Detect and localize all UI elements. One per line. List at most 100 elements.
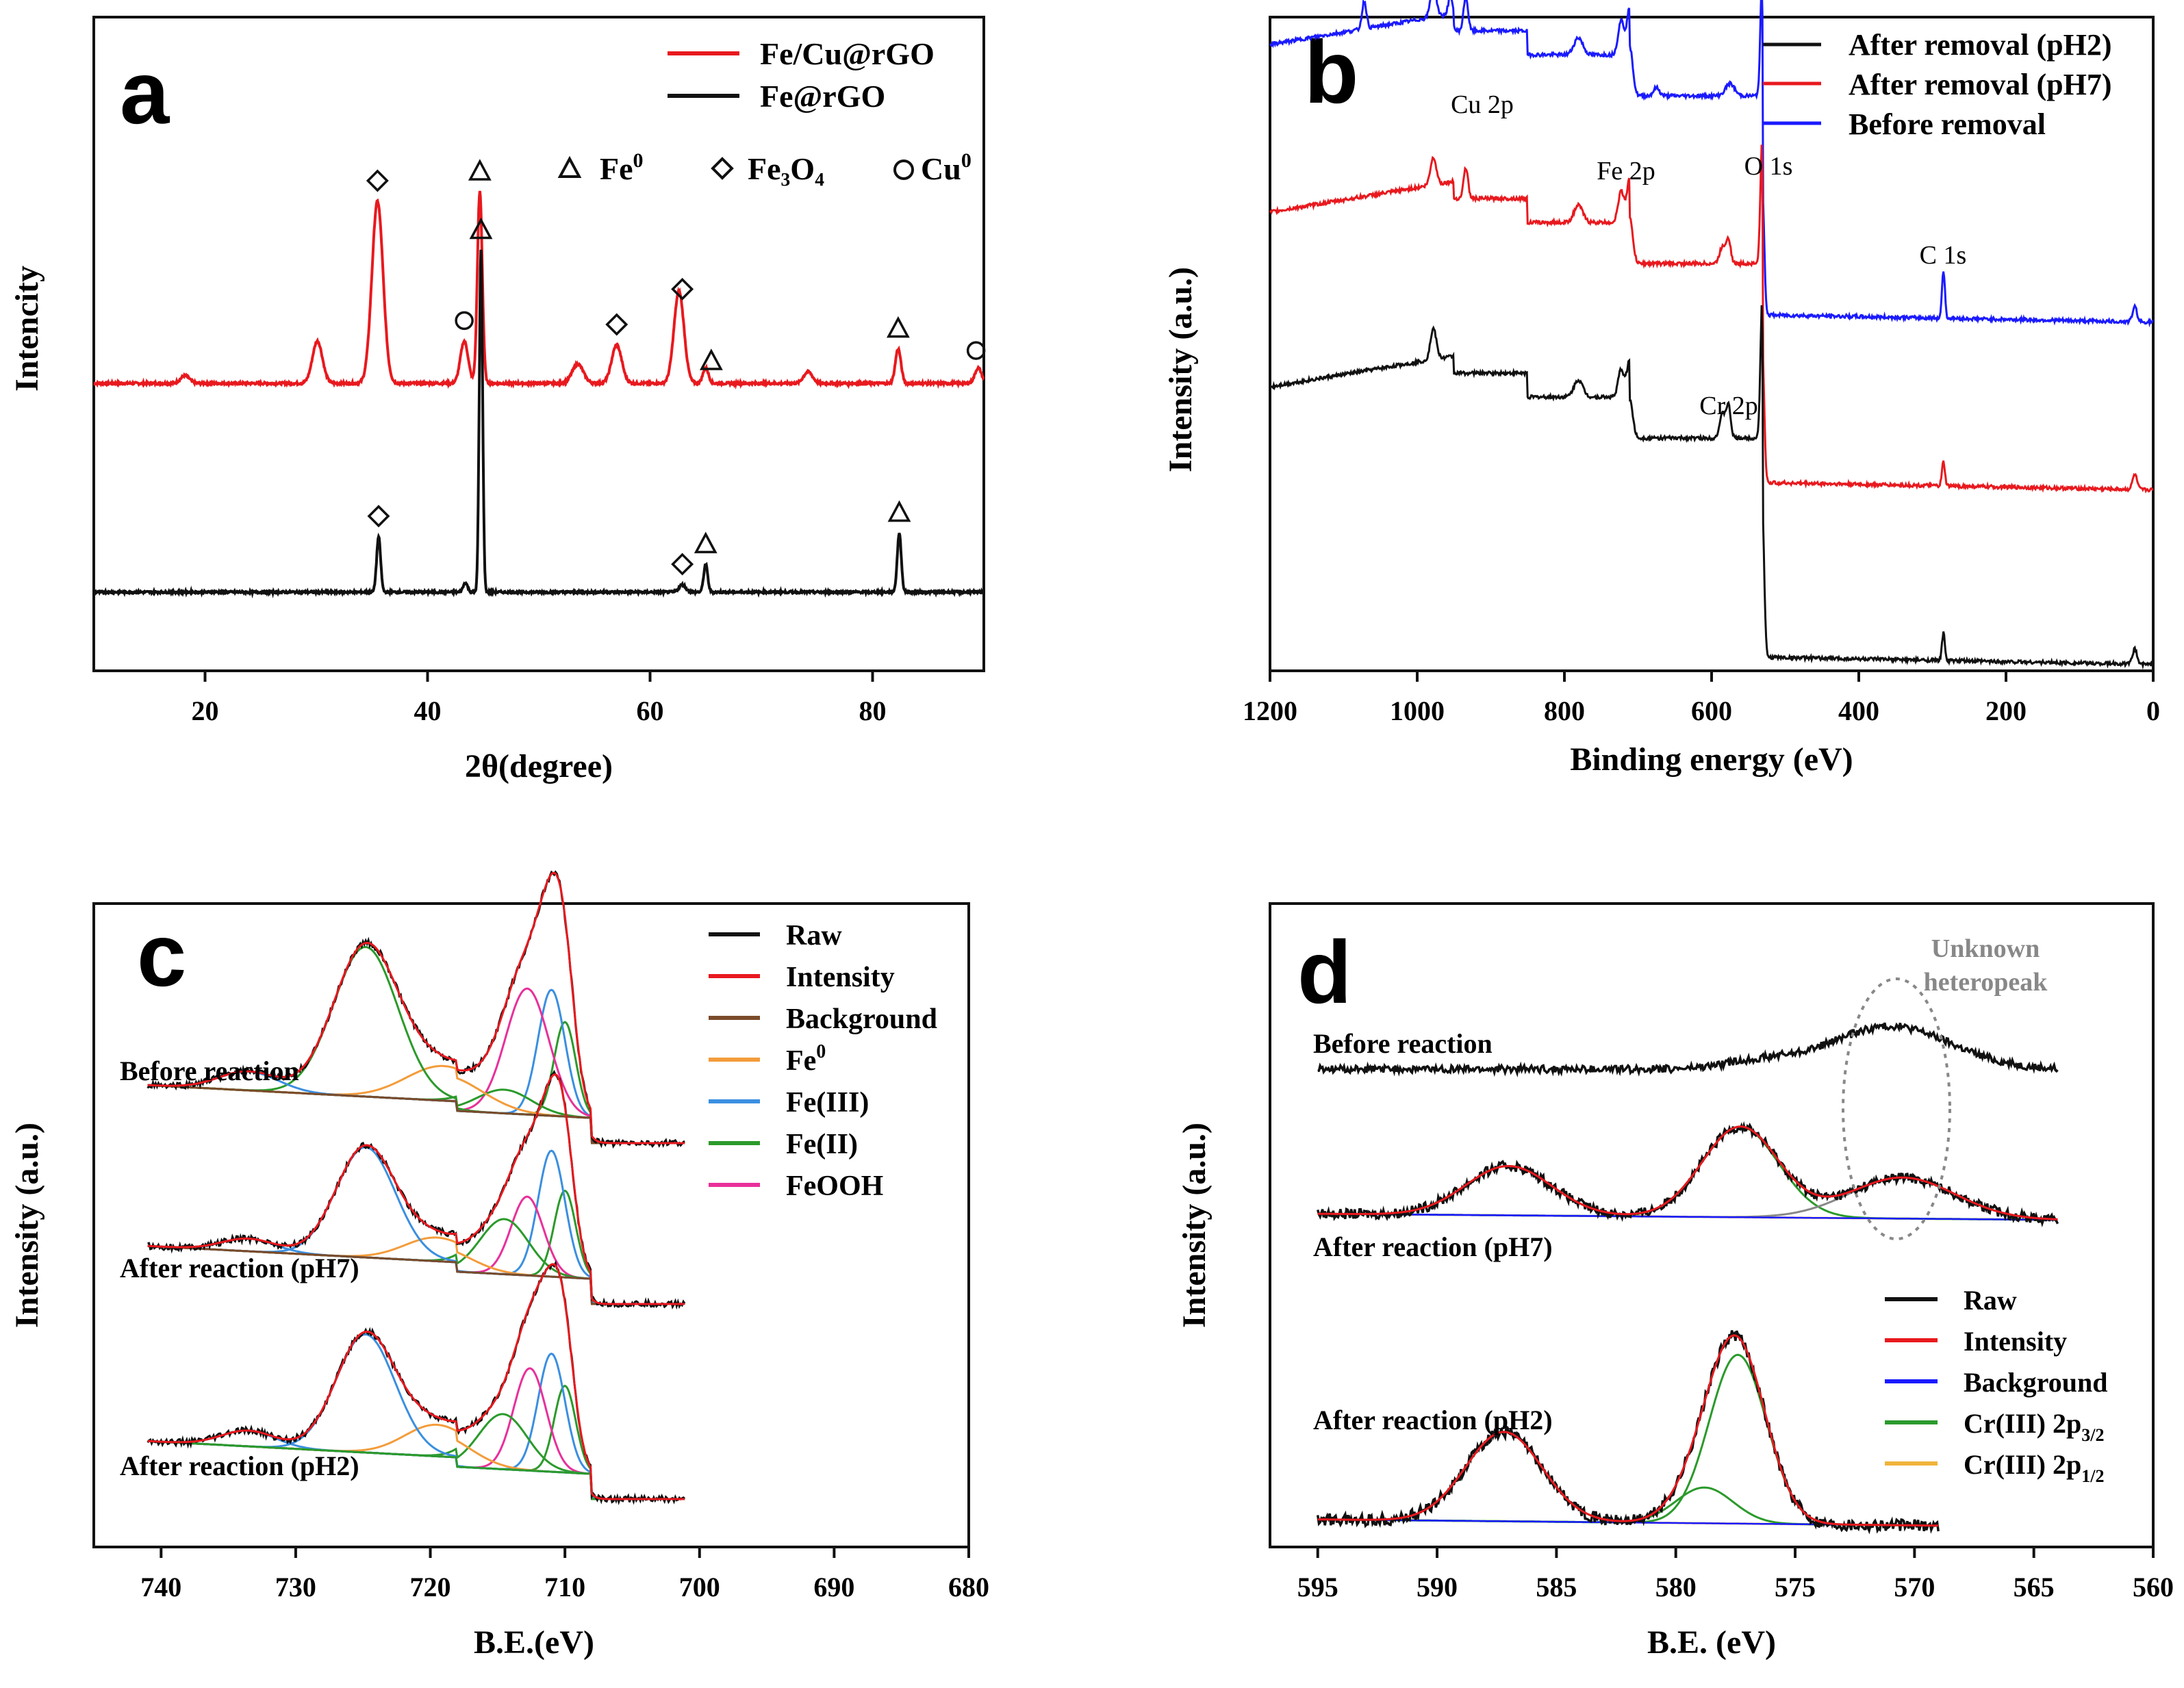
panel-a-x-tick-label: 20 [192,695,219,726]
legend-label: Intensity [1964,1326,2067,1357]
panel-c-x-tick-label: 700 [679,1572,720,1602]
legend-label: Background [786,1003,937,1035]
panel-d-x-tick-label: 585 [1536,1572,1577,1602]
panel-a-frame [92,16,985,672]
panel-a-ticks: 20 40 60 80 [192,671,887,726]
triangle-marker [887,500,911,522]
panel-b: b Binding energy (eV) Intensity (a.u.) 1… [1163,0,2160,778]
panel-a-curves [92,190,985,599]
panel-c-frame [92,902,970,1548]
panel-a-x-tick-label: 60 [637,695,664,726]
peak-annotation: Fe 2p [1597,157,1655,186]
panel-b-x-tick-label: 200 [1985,695,2027,726]
triangle-marker [468,159,492,181]
panel-b-x-tick-label: 600 [1691,695,1732,726]
legend-label-ph2: After removal (pH2) [1849,28,2111,62]
peak-annotation: Cu 2p [1451,90,1514,119]
unknown-peak-ellipse [1842,977,1951,1240]
legend-label: Cr(III) 2p3/2 [1964,1408,2104,1445]
legend-label: Raw [786,920,842,951]
panel-b-x-tick-label: 1000 [1390,695,1445,726]
circle-marker [966,341,986,360]
panel-a-phase-legend: Fe0 Fe₃O₄ Cu0 [557,149,972,186]
peak-annotation: O 1s [1744,152,1793,181]
triangle-marker [694,531,718,554]
triangle-marker [886,316,910,338]
legend-label: Cr(III) 2p1/2 [1964,1449,2104,1486]
panel-d-x-tick-label: 570 [1894,1572,1935,1602]
background-line [1317,1212,2058,1221]
fit-component-line [147,1189,685,1305]
series-line [1269,0,2154,328]
panel-a-xlabel: 2θ(degree) [465,748,613,784]
diamond-marker-icon [711,157,734,180]
circle-marker [455,311,474,331]
panel-b-annotations: Cu 2p Fe 2p O 1s Cr 2p C 1s [1451,90,1966,420]
panel-d-x-tick-label: 595 [1297,1572,1338,1602]
panel-b-curves [1269,0,2155,670]
panel-d-ticks: 595 590 585 580 575 570 565 560 [1297,1547,2174,1602]
legend-label: Background [1964,1367,2107,1398]
panel-c-ticks: 740 730 720 710 700 690 680 [140,1547,989,1602]
phase-label-cu0: Cu0 [921,149,972,186]
series-line [93,190,985,390]
panel-b-ylabel: Intensity (a.u.) [1163,267,1199,472]
legend-label: Fe(III) [786,1087,869,1118]
panel-c-ylabel: Intensity (a.u.) [9,1123,45,1328]
phase-label-fe3o4: Fe₃O₄ [748,151,824,186]
panel-c-x-tick-label: 710 [544,1572,585,1602]
panel-d-xlabel: B.E. (eV) [1647,1624,1776,1661]
panel-c-legend: Raw Intensity Background Fe0 Fe(III) Fe(II) Fe… [709,920,937,1202]
legend-label-before: Before removal [1849,107,2046,141]
diamond-marker [671,277,694,300]
legend-label: Fe0 [786,1041,826,1077]
legend-label: Fe(II) [786,1129,858,1160]
background-line [147,1440,685,1500]
panel-a-ylabel: Intencity [9,266,45,392]
series-line [92,249,985,599]
panel-c-x-tick-label: 680 [948,1572,989,1602]
legend-label: Intensity [786,962,895,993]
panel-a-x-tick-label: 40 [414,695,442,726]
peak-annotation: Cr 2p [1699,392,1758,420]
diamond-marker [605,313,628,336]
panel-c-letter: c [137,905,186,1005]
spectrum-label-ph2: After reaction (pH2) [120,1450,359,1481]
panel-c-x-tick-label: 720 [410,1572,451,1602]
panel-b-x-tick-label: 0 [2146,695,2160,726]
envelope-line [147,1073,685,1305]
panel-b-x-tick-label: 1200 [1243,695,1297,726]
fit-component-line [147,1084,685,1144]
envelope-line [147,871,685,1144]
triangle-marker [699,348,723,370]
panel-d-frame [1269,902,2155,1548]
fit-component-line [1317,1353,1939,1527]
phase-label-fe0: Fe0 [600,149,644,186]
panel-d-x-tick-label: 560 [2133,1572,2174,1602]
series-line [1269,144,2154,494]
panel-d-x-tick-label: 565 [2014,1572,2055,1602]
spectrum-label-ph2: After reaction (pH2) [1313,1405,1553,1435]
panel-c-x-tick-label: 740 [140,1572,181,1602]
panel-d-legend: Raw Intensity Background Cr(III) 2p3/2 Cr(II… [1885,1285,2107,1486]
panel-b-x-tick-label: 800 [1544,695,1585,726]
legend-label: FeOOH [786,1171,883,1202]
panel-d-curves [1316,1022,2059,1535]
raw-line [1316,1330,1940,1535]
panel-d-x-tick-label: 590 [1417,1572,1458,1602]
panel-d-x-tick-label: 580 [1655,1572,1697,1602]
unknown-peak-label-line2: heteropeak [1924,968,2048,997]
unknown-peak-label-line1: Unknown [1931,934,2040,963]
panel-d: d B.E. (eV) Intensity (a.u.) 595 590 585 58… [1176,902,2174,1661]
fit-component-line [147,945,685,1144]
panel-b-ticks: 1200 1000 800 600 400 200 0 [1243,671,2160,726]
spectrum-label-ph7: After reaction (pH7) [120,1253,359,1283]
panel-c-curves [147,870,686,1506]
panel-a-letter: a [120,42,170,142]
panel-a-legend: Fe/Cu@rGO Fe@rGO [668,36,935,114]
panel-b-xlabel: Binding energy (eV) [1570,741,1853,778]
envelope-line [1317,1125,2058,1220]
peak-annotation: C 1s [1920,241,1967,270]
panel-b-letter: b [1304,22,1358,122]
envelope-line [1317,1334,1939,1527]
